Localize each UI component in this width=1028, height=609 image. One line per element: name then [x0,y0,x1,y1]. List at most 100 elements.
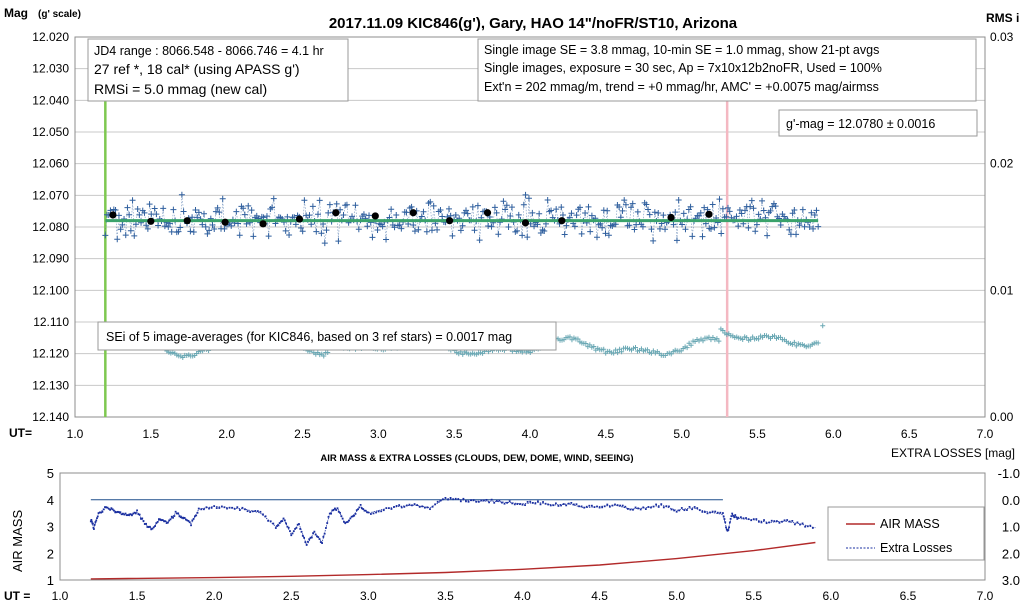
extra-losses-point [495,499,498,502]
extra-losses-point [382,509,385,512]
single-image-point [418,213,425,220]
single-image-point [151,205,158,212]
extra-losses-point [675,510,678,513]
extra-losses-point [280,520,282,523]
extra-losses-point [652,505,655,508]
extra-losses-point [124,512,127,515]
x-tick-label: 3.5 [446,427,463,441]
x-tick-label: 4.5 [597,427,614,441]
extra-losses-point [760,521,763,524]
extra-losses-point [281,520,284,522]
bottom-x-tick-label: 6.5 [900,589,917,603]
bottom-x-tick-label: 3.5 [437,589,454,603]
extra-losses-point [223,506,226,509]
extra-losses-point [811,527,814,529]
top-y2-ticks: 0.03 0.02 0.01 0.00 [990,30,1014,424]
extra-losses-point [169,518,172,521]
extra-losses-point [205,506,208,509]
x-tick-label: 4.0 [522,427,539,441]
extra-losses-point [345,521,348,524]
single-image-point [645,206,652,213]
bottom-x-tick-label: 2.5 [283,589,300,603]
extra-losses-point [90,520,93,523]
bottom-y2-tick-label: 3.0 [1002,573,1020,588]
extra-losses-point [714,510,717,513]
extra-losses-point [673,509,675,512]
x-tick-label: 2.5 [294,427,311,441]
extra-losses-point [155,522,158,524]
bottom-x-ticks: 1.0 1.5 2.0 2.5 3.0 3.5 4.0 4.5 5.0 5.5 6.0 6.5 7.0 [52,589,994,603]
rms-point [583,341,589,347]
extra-losses-point [728,526,730,529]
single-image-point [605,232,612,239]
average-point [558,217,566,225]
extra-losses-point [521,503,524,506]
extra-losses-point [791,520,794,522]
extra-losses-point [301,534,304,537]
extra-losses-point [657,506,660,508]
gmag-box: g'-mag = 12.0780 ± 0.0016 [778,109,978,137]
average-point [446,217,454,225]
extra-losses-point [97,512,100,514]
extra-losses-point [647,506,650,508]
info-box-left: JD4 range : 8066.548 - 8066.746 = 4.1 hr… [87,38,349,102]
extra-losses-point [498,499,501,502]
extra-losses-point [447,498,449,501]
rms-point [720,327,726,333]
extra-losses-point [94,521,97,523]
extra-losses-point [328,512,331,515]
single-image-point [153,211,160,218]
bottom-x-tick-label: 3.0 [360,589,377,603]
average-point [183,217,191,225]
single-image-point [495,231,502,238]
extra-losses-point [444,496,447,499]
single-image-point [619,207,626,214]
extra-losses-point [723,518,726,520]
extra-losses-point [678,509,681,512]
bottom-plot-frame [59,472,986,581]
extra-losses-point [395,505,398,507]
extra-losses-point [93,528,95,530]
single-image-point [806,223,813,230]
extra-losses-point [196,511,199,514]
extra-losses-point [730,515,733,518]
extra-losses-point [788,520,791,523]
x-tick-label: 5.5 [749,427,766,441]
y-tick-label: 12.140 [32,410,69,424]
airmass-axis-label: AIR MASS [10,510,25,572]
extra-losses-point [549,504,552,507]
extra-losses-point [291,532,294,535]
extra-losses-point [752,518,755,521]
extra-losses-point [475,500,478,503]
extra-losses-point [156,521,159,523]
extra-losses-point [493,501,496,504]
extra-losses-point [134,512,137,515]
extra-losses-point [757,520,760,523]
single-image-point [568,210,575,217]
extra-losses-point [728,521,731,524]
extra-losses-point [665,505,668,508]
extra-losses-point [405,504,408,507]
extra-losses-point [164,520,167,523]
extra-losses-point [285,522,288,525]
annotation-ref-stars: 27 ref *, 18 cal* (using APASS g') [94,61,300,77]
extra-losses-point [434,503,437,506]
extra-losses-point [154,525,156,527]
extra-losses-point [480,499,483,502]
extra-losses-point [104,506,106,508]
extra-losses-point [231,506,234,509]
rms-point [684,345,690,351]
extra-losses-point [459,500,462,503]
extra-losses-point [565,504,568,507]
extra-losses-point [111,508,114,511]
extra-losses-point [570,501,573,504]
extra-losses-point [317,536,320,539]
extra-losses-point [122,512,124,515]
airmass-series-line [90,541,816,580]
extra-losses-point [637,507,640,510]
extra-losses-point [192,517,195,520]
extra-losses-point [187,519,190,522]
extra-losses-point [200,508,203,511]
extra-losses-points [89,496,814,546]
y2-tick-label: 0.01 [990,283,1014,297]
